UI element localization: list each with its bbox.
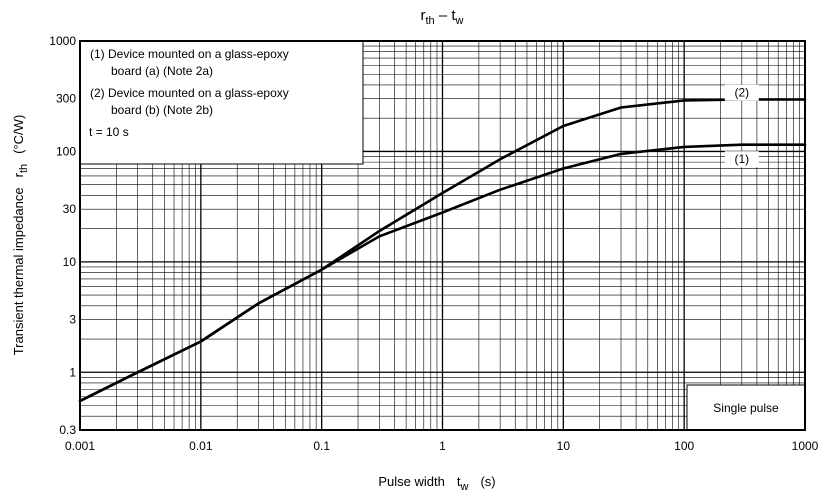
series-layer xyxy=(78,98,807,403)
x-tick-label: 0.01 xyxy=(189,439,213,453)
single-pulse-label: Single pulse xyxy=(713,401,779,415)
y-tick-label: 300 xyxy=(56,92,76,106)
series-label-2: (2) xyxy=(734,86,749,100)
grid-major xyxy=(80,41,805,430)
x-axis-sym: t xyxy=(457,474,461,489)
series-label-bg-2 xyxy=(724,84,759,101)
y-tick-label: 3 xyxy=(69,313,76,327)
x-axis-sym-sub: w xyxy=(459,481,468,493)
y-tick-labels: 0.3 1 3 10 30 100 300 1000 xyxy=(49,34,76,437)
x-tick-label: 100 xyxy=(674,439,694,453)
note-4: board (b) (Note 2b) xyxy=(111,103,213,117)
single-pulse-frame xyxy=(686,384,806,431)
y-axis-text: Transient thermal impedance xyxy=(11,187,26,355)
y-tick-label: 10 xyxy=(63,255,77,269)
chart-title: rth – tw xyxy=(421,7,464,27)
x-tick-label: 1 xyxy=(439,439,446,453)
series-line-2 xyxy=(78,98,807,403)
y-tick-label: 100 xyxy=(56,144,76,158)
title-main-sub: th xyxy=(426,15,435,27)
x-tick-label: 10 xyxy=(557,439,571,453)
x-axis-label: Pulse width tw (s) xyxy=(378,474,495,493)
x-tick-label: 0.001 xyxy=(65,439,95,453)
notes-box-frame xyxy=(79,40,364,165)
y-tick-label: 0.3 xyxy=(59,423,76,437)
title-main: r xyxy=(421,7,426,24)
y-axis-unit: (°C/W) xyxy=(11,115,26,154)
series-labels: (1) (2) xyxy=(724,84,759,168)
x-axis-unit: (s) xyxy=(480,474,495,489)
note-2: board (a) (Note 2a) xyxy=(111,64,213,78)
plot-frame xyxy=(79,40,806,431)
single-pulse-box: Single pulse xyxy=(686,384,806,431)
y-tick-label: 1 xyxy=(69,365,76,379)
note-1: (1) Device mounted on a glass-epoxy xyxy=(90,47,289,61)
y-axis-label: Transient thermal impedance rth (°C/W) xyxy=(11,115,30,356)
series-label-1: (1) xyxy=(734,152,749,166)
y-tick-label: 1000 xyxy=(49,34,76,48)
y-tick-label: 30 xyxy=(63,202,77,216)
y-axis-sym-sub: th xyxy=(18,164,30,173)
note-3: (2) Device mounted on a glass-epoxy xyxy=(90,86,289,100)
x-tick-label: 1000 xyxy=(792,439,819,453)
series-label-bg-1 xyxy=(724,151,759,168)
x-tick-label: 0.1 xyxy=(313,439,330,453)
x-tick-labels: 0.001 0.01 0.1 1 10 100 1000 xyxy=(65,439,819,453)
note-5: t = 10 s xyxy=(89,125,129,139)
title-var-sub: w xyxy=(455,15,464,27)
title-sep: – xyxy=(435,7,452,24)
x-axis-text: Pulse width xyxy=(378,474,444,489)
title-var: t xyxy=(451,7,456,24)
notes-box: (1) Device mounted on a glass-epoxy boar… xyxy=(79,40,364,165)
y-axis-sym: r xyxy=(11,172,26,177)
